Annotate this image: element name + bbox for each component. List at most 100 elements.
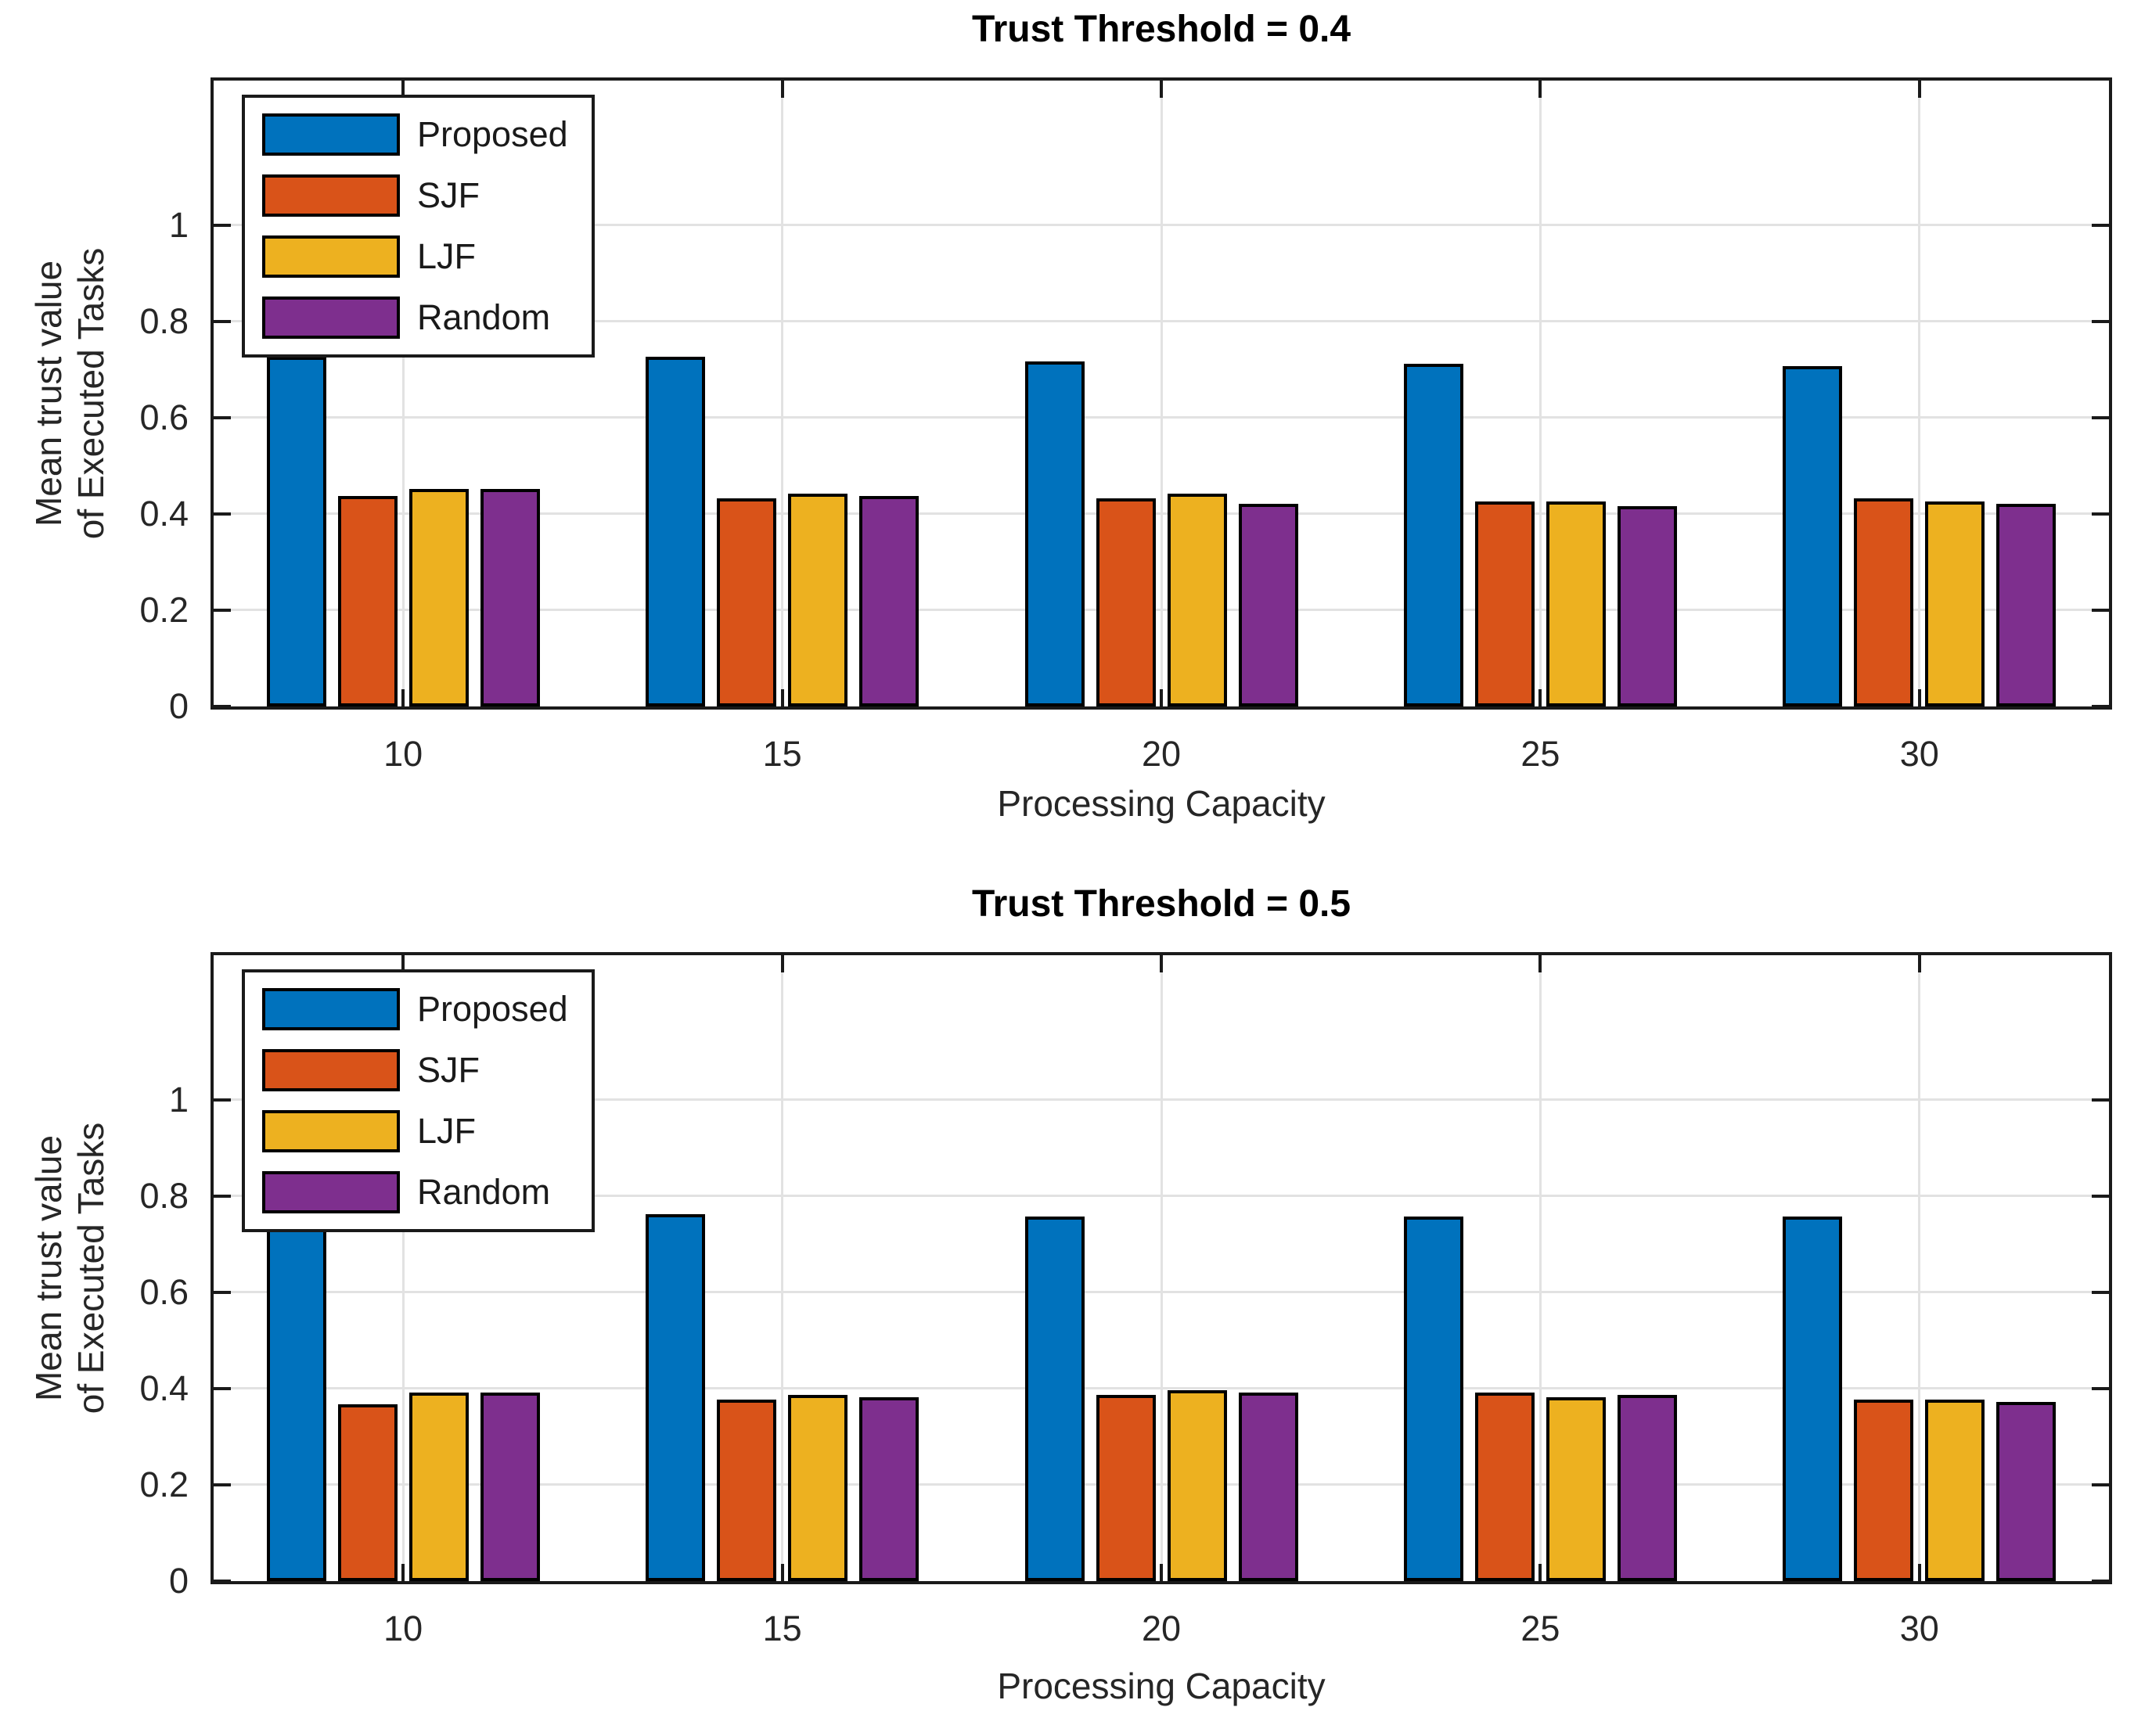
x-tick-mark [1538,689,1542,706]
x-tick-mark [780,689,784,706]
x-tick-label: 15 [762,1608,802,1648]
legend-label: Proposed [417,114,568,154]
x-tick-mark [1917,1564,1921,1581]
bar-random-x20 [1238,1393,1298,1581]
bar-sjf-x10 [337,496,398,706]
y-tick-label: 0.8 [139,300,189,341]
bar-sjf-x30 [1854,1400,1914,1581]
bar-ljf-x30 [1925,501,1985,706]
y-tick-mark [2092,1483,2109,1486]
x-gridline [1538,955,1542,1581]
x-gridline [1160,955,1163,1581]
x-tick-mark [401,81,405,98]
bar-random-x25 [1617,1395,1677,1581]
legend-swatch-sjf [262,174,400,217]
bar-random-x15 [859,496,919,706]
y-tick-mark [214,512,231,516]
bar-ljf-x15 [788,494,848,706]
bar-random-x25 [1617,506,1677,706]
bar-proposed-x15 [646,1214,706,1581]
x-tick-label: 30 [1899,1608,1939,1648]
legend-swatch-proposed [262,988,400,1030]
legend-swatch-proposed [262,113,400,156]
subplot1-plot-area: 0 0.2 0.4 0.6 0.8 1 10 15 20 25 30 Proposed SJF LJF Ra… [139,77,2112,774]
legend-swatch-ljf [262,235,400,278]
legend-entry-random: Random [262,1171,568,1213]
bar-ljf-x15 [788,1395,848,1581]
y-tick-mark [2092,319,2109,323]
x-tick-label: 25 [1520,734,1560,774]
y-tick-mark [214,1194,231,1198]
x-tick-label: 15 [762,734,802,774]
x-tick-label: 20 [1141,1608,1182,1648]
y-tick-label: 0 [168,686,189,726]
x-tick-label: 25 [1520,1608,1560,1648]
x-tick-mark [1538,1564,1542,1581]
bar-sjf-x25 [1474,1393,1535,1581]
legend-label: Proposed [417,989,568,1029]
x-tick-mark [1160,1564,1163,1581]
bar-random-x20 [1238,504,1298,706]
bar-sjf-x15 [717,498,777,706]
legend-label: Random [417,1172,551,1212]
y-tick-label: 1 [168,1079,189,1120]
x-tick-mark [1160,81,1163,98]
subplot2-title: Trust Threshold = 0.5 [971,883,1351,925]
x-tick-label: 20 [1141,734,1182,774]
y-axis-label-line1: Mean trust value [28,1134,69,1402]
y-tick-label: 0.8 [139,1175,189,1216]
legend-label: LJF [417,236,477,276]
x-gridline [1918,81,1921,706]
x-gridline [1918,955,1921,1581]
legend-entry-sjf: SJF [262,174,568,217]
legend-swatch-random [262,1171,400,1213]
y-tick-mark [214,705,231,708]
y-tick-mark [214,608,231,612]
legend-entry-ljf: LJF [262,1110,568,1152]
x-tick-label: 10 [383,734,423,774]
y-tick-mark [214,1098,231,1102]
subplot1-x-axis-label: Processing Capacity [997,783,1326,824]
bar-proposed-x10 [266,1217,326,1581]
bar-sjf-x30 [1854,498,1914,706]
x-tick-mark [401,955,405,972]
bar-random-x15 [859,1397,919,1581]
x-tick-mark [1917,955,1921,972]
bar-proposed-x20 [1024,361,1085,706]
y-tick-label: 0.4 [139,1368,189,1408]
y-tick-mark [214,415,231,419]
x-tick-mark [1160,689,1163,706]
bar-sjf-x10 [337,1404,398,1581]
bar-ljf-x10 [408,489,469,706]
subplot1-title: Trust Threshold = 0.4 [971,9,1351,50]
x-gridline [401,81,405,706]
y-tick-label: 0.4 [139,493,189,534]
y-tick-mark [214,223,231,227]
x-tick-mark [1917,81,1921,98]
x-tick-mark [1538,81,1542,98]
bar-ljf-x10 [408,1393,469,1581]
bar-proposed-x20 [1024,1217,1085,1581]
legend-label: SJF [417,1050,480,1090]
y-tick-mark [2092,1290,2109,1294]
x-gridline [781,81,784,706]
bar-proposed-x30 [1783,1217,1843,1581]
y-tick-mark [214,319,231,323]
legend-label: Random [417,297,551,337]
bar-ljf-x20 [1167,494,1227,706]
x-gridline [1538,81,1542,706]
bar-random-x10 [480,1393,540,1581]
subplot2-x-axis-label: Processing Capacity [997,1666,1326,1706]
bar-sjf-x15 [717,1400,777,1581]
bar-ljf-x25 [1546,501,1606,706]
y-tick-label: 0.6 [139,397,189,437]
y-tick-mark [2092,1580,2109,1583]
x-gridline [781,955,784,1581]
x-tick-mark [780,81,784,98]
y-tick-mark [2092,1194,2109,1198]
legend-label: SJF [417,175,480,215]
y-tick-mark [2092,608,2109,612]
x-tick-mark [1160,955,1163,972]
legend: Proposed SJF LJF Random [242,95,595,358]
